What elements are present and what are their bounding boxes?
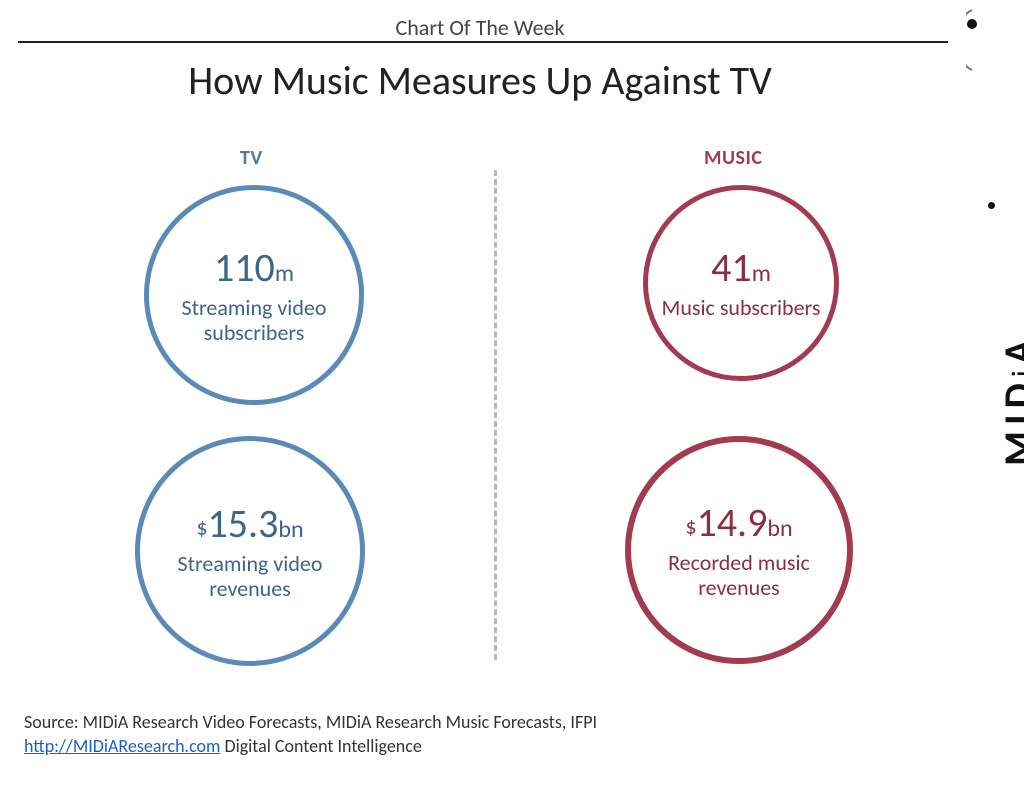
music-subscribers-value: 41m <box>711 245 771 291</box>
music-revenues-value: $14.9bn <box>685 500 792 546</box>
music-revenues-desc: Recorded music revenues <box>631 550 847 601</box>
music-subscribers-circle: 41m Music subscribers <box>643 185 839 381</box>
tv-subscribers-value: 110m <box>214 245 294 291</box>
music-column-header: MUSIC <box>704 146 762 170</box>
logo-text: MIDiA <box>994 334 1024 466</box>
music-subscribers-desc: Music subscribers <box>650 295 833 320</box>
logo-arc-icon <box>966 6 1018 74</box>
logo-dot-icon <box>988 202 995 209</box>
midia-logo: MIDiA <box>966 6 1018 366</box>
music-revenues-circle: $14.9bn Recorded music revenues <box>625 436 853 664</box>
source-line-1: Source: MIDiA Research Video Forecasts, … <box>24 711 597 733</box>
tv-subscribers-desc: Streaming video subscribers <box>149 295 359 346</box>
source-suffix: Digital Content Intelligence <box>220 735 421 757</box>
main-title: How Music Measures Up Against TV <box>0 56 960 105</box>
tv-column-header: TV <box>240 146 263 170</box>
chart-of-the-week-label: Chart Of The Week <box>0 14 960 41</box>
tv-revenues-value: $15.3bn <box>196 501 303 547</box>
tv-revenues-circle: $15.3bn Streaming video revenues <box>135 436 365 666</box>
header-rule <box>18 41 948 43</box>
tv-revenues-desc: Streaming video revenues <box>140 551 360 602</box>
source-line-2: http://MIDiAResearch.com Digital Content… <box>24 735 422 757</box>
tv-subscribers-circle: 110m Streaming video subscribers <box>144 185 364 405</box>
source-link[interactable]: http://MIDiAResearch.com <box>24 735 220 757</box>
center-divider <box>494 170 497 660</box>
